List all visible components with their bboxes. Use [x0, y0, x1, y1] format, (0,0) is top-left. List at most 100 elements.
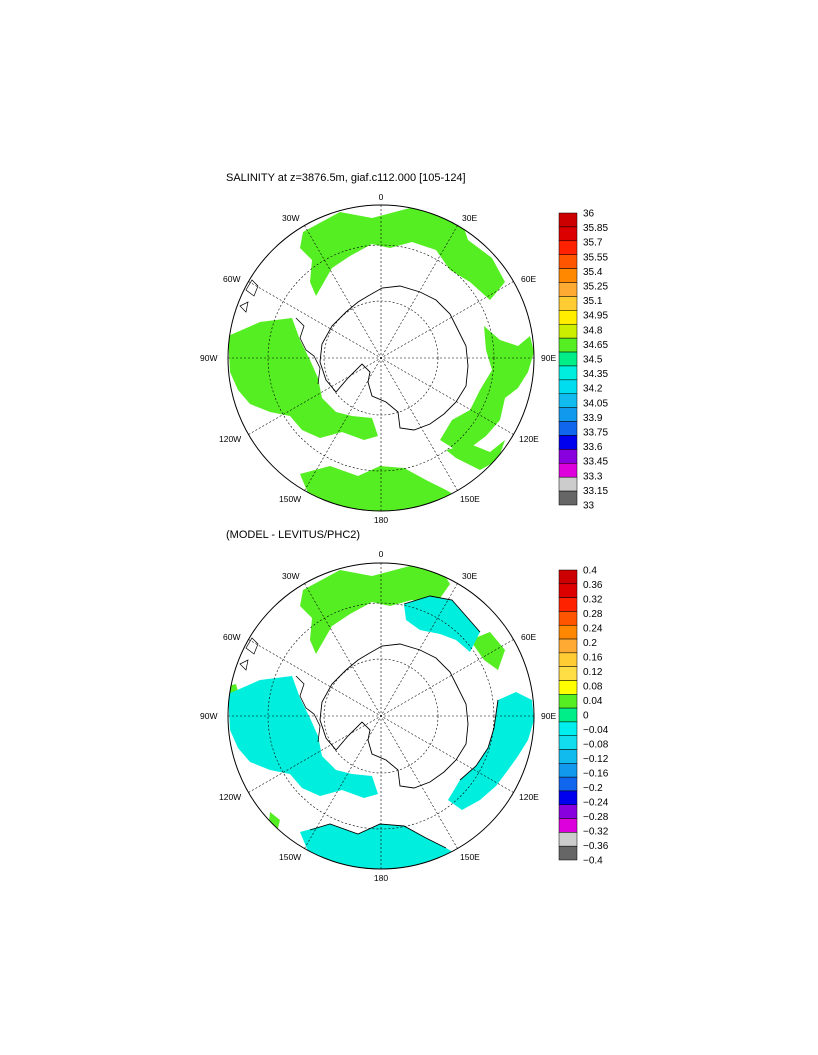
colorbar-swatch — [558, 282, 578, 297]
panel-1-title: SALINITY at z=3876.5m, giaf.c112.000 [10… — [226, 172, 466, 184]
colorbar-tick-label: 33.9 — [583, 413, 603, 424]
colorbar-swatch — [558, 624, 578, 640]
colorbar-swatch — [558, 310, 578, 325]
colorbar-swatch — [558, 749, 578, 764]
colorbar-swatch — [558, 707, 578, 723]
colorbar-tick-label: 0.16 — [583, 653, 603, 664]
panel-2-zero-contours — [309, 595, 499, 849]
colorbar-swatch — [558, 763, 578, 778]
colorbar-swatch — [558, 721, 578, 736]
colorbar-swatch — [558, 212, 578, 228]
colorbar-swatch — [558, 463, 578, 478]
colorbar-swatch — [558, 435, 578, 450]
panel-1-peninsula — [295, 317, 321, 385]
colorbar-tick-label: 0.28 — [583, 609, 603, 620]
panel-2-antarctica-coast — [319, 643, 469, 789]
panel-1-salinity-field — [228, 208, 534, 511]
colorbar-tick-label: 0.32 — [583, 595, 603, 606]
colorbar-tick-label: 0 — [583, 711, 589, 722]
colorbar-tick-label: 35.25 — [583, 282, 608, 293]
colorbar-tick-label: 33.45 — [583, 457, 608, 468]
colorbar-tick-label: 33 — [583, 501, 595, 512]
panel-2-difference-field — [228, 566, 534, 869]
colorbar-tick-label: 0.24 — [583, 624, 603, 635]
panel-1-antarctica-coast — [319, 285, 469, 431]
colorbar-tick-label: 35.4 — [583, 267, 603, 278]
colorbar-swatch — [558, 337, 578, 353]
colorbar-tick-label: 33.15 — [583, 486, 608, 497]
panel-2-peninsula — [295, 675, 321, 743]
lon-label-90e: 90E — [541, 353, 556, 363]
lon-label-90e: 90E — [541, 711, 556, 721]
colorbar-swatch — [558, 407, 578, 422]
panel-1-graticule — [228, 205, 534, 511]
lon-label-90w: 90W — [200, 711, 217, 721]
panel-2-map: 0 30E 60E 90E 120E 150E 180 150W 120W 90… — [200, 549, 609, 883]
colorbar-swatch — [558, 666, 578, 681]
colorbar-tick-label: 0.2 — [583, 638, 597, 649]
colorbar-tick-label: −0.32 — [583, 827, 609, 838]
lon-label-60w: 60W — [223, 632, 240, 642]
colorbar-tick-label: −0.12 — [583, 754, 609, 765]
colorbar-tick-label: 34.2 — [583, 384, 603, 395]
colorbar-tick-label: 0.36 — [583, 580, 603, 591]
panel-1-colorbar: 36 35.85 35.7 35.55 35.4 35.25 35.1 34.95 34.8 34… — [558, 209, 608, 512]
colorbar-swatch — [558, 694, 578, 709]
colorbar-tick-label: 34.05 — [583, 398, 608, 409]
colorbar-swatch — [558, 680, 578, 695]
lon-label-60e: 60E — [521, 274, 536, 284]
panel-2-title: (MODEL - LEVITUS/PHC2) — [226, 529, 361, 541]
colorbar-swatch — [558, 421, 578, 436]
lon-label-180: 180 — [374, 873, 388, 883]
lon-label-30e: 30E — [462, 571, 477, 581]
colorbar-tick-label: −0.28 — [583, 812, 609, 823]
colorbar-swatch — [558, 845, 578, 861]
colorbar-tick-label: −0.04 — [583, 725, 609, 736]
colorbar-tick-label: 0.08 — [583, 682, 603, 693]
colorbar-tick-label: 35.85 — [583, 223, 608, 234]
lon-label-120e: 120E — [519, 434, 539, 444]
colorbar-swatch — [558, 476, 578, 492]
colorbar-swatch — [558, 393, 578, 408]
lon-label-30w: 30W — [282, 571, 299, 581]
colorbar-tick-label: 35.7 — [583, 238, 603, 249]
colorbar-tick-label: −0.2 — [583, 783, 603, 794]
colorbar-swatch — [558, 240, 578, 255]
colorbar-swatch — [558, 379, 578, 395]
lon-label-150w: 150W — [279, 494, 301, 504]
lon-label-120e: 120E — [519, 792, 539, 802]
colorbar-tick-label: 33.75 — [583, 428, 608, 439]
colorbar-tick-label: 34.5 — [583, 355, 603, 366]
colorbar-tick-label: −0.08 — [583, 740, 609, 751]
lon-label-150e: 150E — [460, 852, 480, 862]
panel-1-longitude-labels: 0 30E 60E 90E 120E 150E 180 150W 120W 90… — [200, 192, 556, 525]
colorbar-tick-label: 33.6 — [583, 442, 603, 453]
colorbar-swatch — [558, 638, 578, 654]
lon-label-150w: 150W — [279, 852, 301, 862]
colorbar-swatch — [558, 296, 578, 311]
lon-label-120w: 120W — [219, 434, 241, 444]
colorbar-swatch — [558, 323, 578, 339]
panel-1-map-border — [227, 204, 535, 512]
panel-2-south-america-tip — [239, 637, 259, 671]
colorbar-swatch — [558, 818, 578, 833]
colorbar-tick-label: 34.95 — [583, 311, 608, 322]
colorbar-tick-label: 34.65 — [583, 340, 608, 351]
colorbar-swatch — [558, 268, 578, 283]
colorbar-swatch — [558, 597, 578, 612]
colorbar-swatch — [558, 611, 578, 626]
colorbar-swatch — [558, 226, 578, 242]
colorbar-tick-label: 0.12 — [583, 667, 603, 678]
panel-2-map-border — [227, 562, 535, 870]
colorbar-tick-label: 34.8 — [583, 325, 603, 336]
lon-label-0: 0 — [379, 192, 384, 202]
lon-label-150e: 150E — [460, 494, 480, 504]
colorbar-swatch — [558, 351, 578, 367]
colorbar-swatch — [558, 569, 578, 585]
colorbar-tick-label: 34.35 — [583, 369, 608, 380]
colorbar-tick-label: −0.24 — [583, 798, 609, 809]
colorbar-swatch — [558, 735, 578, 750]
colorbar-swatch — [558, 776, 578, 792]
colorbar-swatch — [558, 832, 578, 847]
